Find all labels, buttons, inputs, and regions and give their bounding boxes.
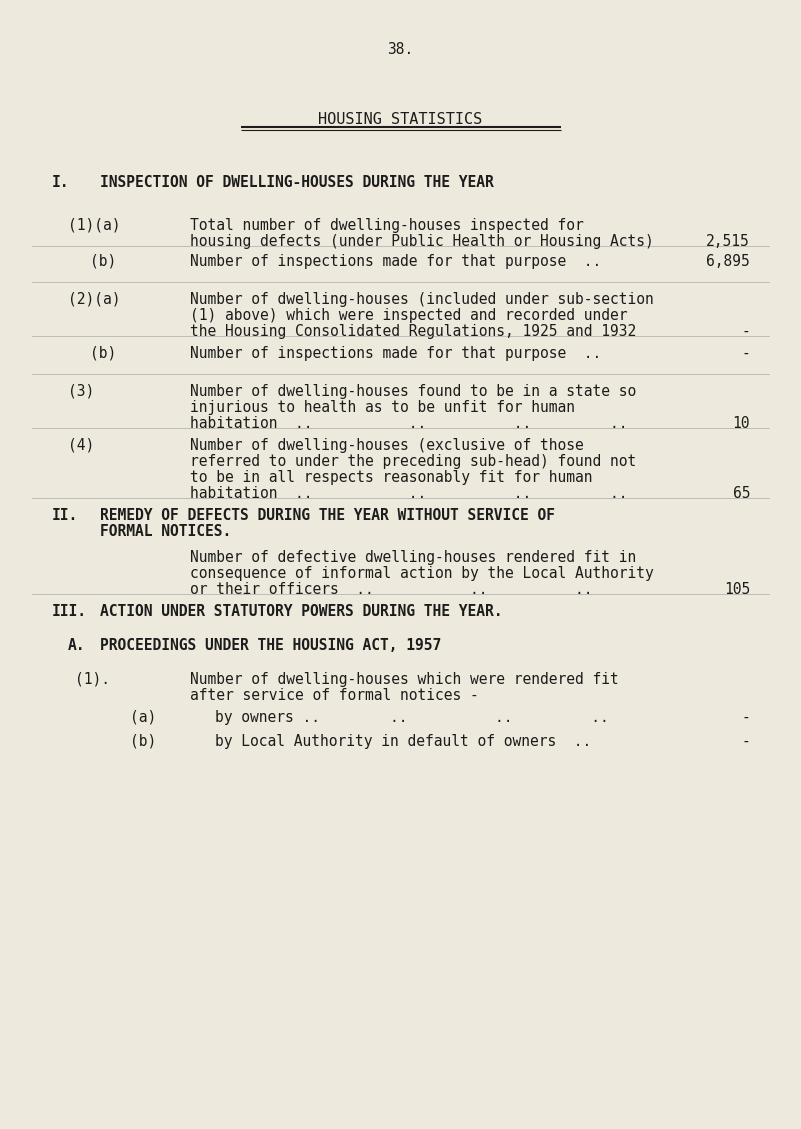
Text: 105: 105 (724, 583, 750, 597)
Text: FORMAL NOTICES.: FORMAL NOTICES. (100, 524, 231, 539)
Text: Number of inspections made for that purpose  ..: Number of inspections made for that purp… (190, 345, 602, 361)
Text: Number of inspections made for that purpose  ..: Number of inspections made for that purp… (190, 254, 602, 269)
Text: ACTION UNDER STATUTORY POWERS DURING THE YEAR.: ACTION UNDER STATUTORY POWERS DURING THE… (100, 604, 502, 619)
Text: housing defects (under Public Health or Housing Acts): housing defects (under Public Health or … (190, 234, 654, 250)
Text: by Local Authority in default of owners  ..: by Local Authority in default of owners … (215, 734, 591, 749)
Text: -: - (741, 734, 750, 749)
Text: habitation  ..           ..          ..         ..: habitation .. .. .. .. (190, 415, 627, 431)
Text: Number of dwelling-houses found to be in a state so: Number of dwelling-houses found to be in… (190, 384, 636, 399)
Text: PROCEEDINGS UNDER THE HOUSING ACT, 1957: PROCEEDINGS UNDER THE HOUSING ACT, 1957 (100, 638, 441, 653)
Text: III.: III. (52, 604, 87, 619)
Text: (b): (b) (90, 254, 116, 269)
Text: (a): (a) (130, 710, 156, 725)
Text: II.: II. (52, 508, 78, 523)
Text: consequence of informal action by the Local Authority: consequence of informal action by the Lo… (190, 566, 654, 581)
Text: (1) above) which were inspected and recorded under: (1) above) which were inspected and reco… (190, 308, 627, 323)
Text: Total number of dwelling-houses inspected for: Total number of dwelling-houses inspecte… (190, 218, 584, 233)
Text: injurious to health as to be unfit for human: injurious to health as to be unfit for h… (190, 400, 575, 415)
Text: -: - (741, 324, 750, 339)
Text: the Housing Consolidated Regulations, 1925 and 1932: the Housing Consolidated Regulations, 19… (190, 324, 636, 339)
Text: (b): (b) (90, 345, 116, 361)
Text: after service of formal notices -: after service of formal notices - (190, 688, 479, 703)
Text: Number of defective dwelling-houses rendered fit in: Number of defective dwelling-houses rend… (190, 550, 636, 564)
Text: (2)(a): (2)(a) (68, 292, 120, 307)
Text: 10: 10 (732, 415, 750, 431)
Text: HOUSING STATISTICS: HOUSING STATISTICS (318, 112, 483, 126)
Text: to be in all respects reasonably fit for human: to be in all respects reasonably fit for… (190, 470, 593, 485)
Text: (4): (4) (68, 438, 95, 453)
Text: 2,515: 2,515 (706, 234, 750, 250)
Text: by owners ..        ..          ..         ..: by owners .. .. .. .. (215, 710, 609, 725)
Text: (b): (b) (130, 734, 156, 749)
Text: 6,895: 6,895 (706, 254, 750, 269)
Text: -: - (741, 710, 750, 725)
Text: Number of dwelling-houses which were rendered fit: Number of dwelling-houses which were ren… (190, 672, 618, 688)
Text: or their officers  ..           ..          ..: or their officers .. .. .. (190, 583, 593, 597)
Text: 38.: 38. (388, 42, 413, 56)
Text: -: - (741, 345, 750, 361)
Text: A.: A. (68, 638, 86, 653)
Text: 65: 65 (732, 485, 750, 501)
Text: referred to under the preceding sub-head) found not: referred to under the preceding sub-head… (190, 454, 636, 469)
Text: I.: I. (52, 175, 70, 190)
Text: Number of dwelling-houses (included under sub-section: Number of dwelling-houses (included unde… (190, 292, 654, 307)
Text: habitation  ..           ..          ..         ..: habitation .. .. .. .. (190, 485, 627, 501)
Text: Number of dwelling-houses (exclusive of those: Number of dwelling-houses (exclusive of … (190, 438, 584, 453)
Text: REMEDY OF DEFECTS DURING THE YEAR WITHOUT SERVICE OF: REMEDY OF DEFECTS DURING THE YEAR WITHOU… (100, 508, 555, 523)
Text: (1).: (1). (75, 672, 110, 688)
Text: (1)(a): (1)(a) (68, 218, 120, 233)
Text: (3): (3) (68, 384, 95, 399)
Text: INSPECTION OF DWELLING-HOUSES DURING THE YEAR: INSPECTION OF DWELLING-HOUSES DURING THE… (100, 175, 493, 190)
